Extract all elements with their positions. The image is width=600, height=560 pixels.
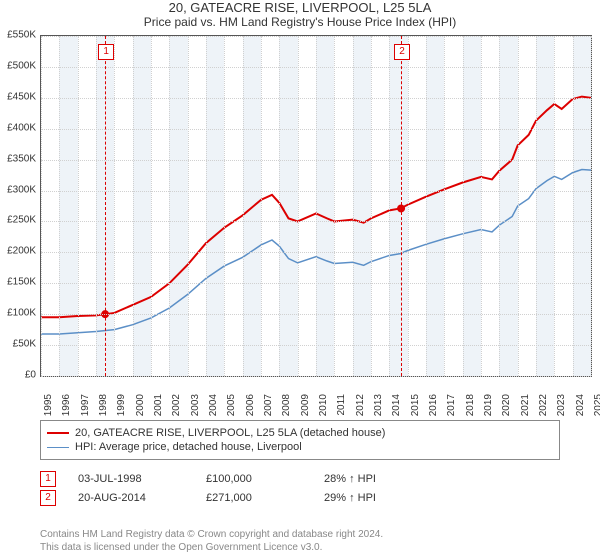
sale-delta: 29% ↑ HPI (324, 492, 444, 504)
x-tick: 2021 (520, 394, 531, 416)
x-tick: 1997 (80, 394, 91, 416)
y-tick: £150K (7, 277, 36, 288)
sale-date: 20-AUG-2014 (78, 492, 198, 504)
legend-label: HPI: Average price, detached house, Live… (75, 441, 302, 453)
sale-row: 2 20-AUG-2014 £271,000 29% ↑ HPI (40, 490, 560, 506)
legend-label: 20, GATEACRE RISE, LIVERPOOL, L25 5LA (d… (75, 427, 385, 439)
legend-swatch (47, 447, 69, 448)
footer-line: This data is licensed under the Open Gov… (40, 542, 560, 555)
x-tick: 2014 (391, 394, 402, 416)
y-tick: £300K (7, 184, 36, 195)
x-tick: 2020 (501, 394, 512, 416)
y-axis: £0 £50K £100K £150K £200K £250K £300K £350K £400… (0, 35, 38, 405)
x-tick: 2006 (245, 394, 256, 416)
x-tick: 2024 (575, 394, 586, 416)
sales-table: 1 03-JUL-1998 £100,000 28% ↑ HPI 2 20-AUG-201… (40, 468, 560, 509)
legend-item: 20, GATEACRE RISE, LIVERPOOL, L25 5LA (d… (47, 427, 553, 439)
x-tick: 2005 (226, 394, 237, 416)
x-tick: 2011 (336, 394, 347, 416)
plot-area: £0£50K£100K£150K£200K£250K£300K£350K£400… (40, 35, 600, 405)
y-tick: £550K (7, 30, 36, 41)
marker-box: 1 (98, 44, 114, 60)
sale-row: 1 03-JUL-1998 £100,000 28% ↑ HPI (40, 471, 560, 487)
x-tick: 2000 (135, 394, 146, 416)
y-tick: £100K (7, 308, 36, 319)
x-tick: 2002 (171, 394, 182, 416)
y-tick: £50K (13, 339, 36, 350)
chart-title: 20, GATEACRE RISE, LIVERPOOL, L25 5LA (0, 0, 600, 15)
footer: Contains HM Land Registry data © Crown c… (40, 529, 560, 554)
x-tick: 1999 (116, 394, 127, 416)
x-tick: 2018 (465, 394, 476, 416)
y-tick: £400K (7, 122, 36, 133)
y-tick: £450K (7, 91, 36, 102)
x-tick: 2012 (355, 394, 366, 416)
legend: 20, GATEACRE RISE, LIVERPOOL, L25 5LA (d… (40, 420, 560, 460)
x-tick: 2003 (190, 394, 201, 416)
x-tick: 2017 (446, 394, 457, 416)
x-tick: 2015 (410, 394, 421, 416)
x-tick: 2019 (483, 394, 494, 416)
sale-marker: 2 (40, 490, 56, 506)
legend-item: HPI: Average price, detached house, Live… (47, 441, 553, 453)
x-tick: 2004 (208, 394, 219, 416)
x-tick: 2008 (281, 394, 292, 416)
x-tick: 1998 (98, 394, 109, 416)
y-tick: £500K (7, 60, 36, 71)
x-tick: 2009 (300, 394, 311, 416)
x-tick: 2010 (318, 394, 329, 416)
sale-marker: 1 (40, 471, 56, 487)
y-tick: £0 (25, 370, 36, 381)
x-tick: 2025 (593, 394, 600, 416)
x-tick: 2001 (153, 394, 164, 416)
y-tick: £200K (7, 246, 36, 257)
y-tick: £350K (7, 153, 36, 164)
sale-price: £271,000 (206, 492, 316, 504)
x-tick: 2016 (428, 394, 439, 416)
y-tick: £250K (7, 215, 36, 226)
x-tick: 1995 (43, 394, 54, 416)
footer-line: Contains HM Land Registry data © Crown c… (40, 529, 560, 542)
sale-delta: 28% ↑ HPI (324, 473, 444, 485)
sale-date: 03-JUL-1998 (78, 473, 198, 485)
chart-plot: 12 (40, 35, 592, 377)
chart-subtitle: Price paid vs. HM Land Registry's House … (0, 15, 600, 29)
x-axis: 1995199619971998199920002001200220032004… (40, 375, 590, 405)
x-tick: 2022 (538, 394, 549, 416)
legend-swatch (47, 432, 69, 434)
x-tick: 1996 (61, 394, 72, 416)
marker-box: 2 (394, 44, 410, 60)
x-tick: 2007 (263, 394, 274, 416)
x-tick: 2013 (373, 394, 384, 416)
x-tick: 2023 (556, 394, 567, 416)
sale-price: £100,000 (206, 473, 316, 485)
